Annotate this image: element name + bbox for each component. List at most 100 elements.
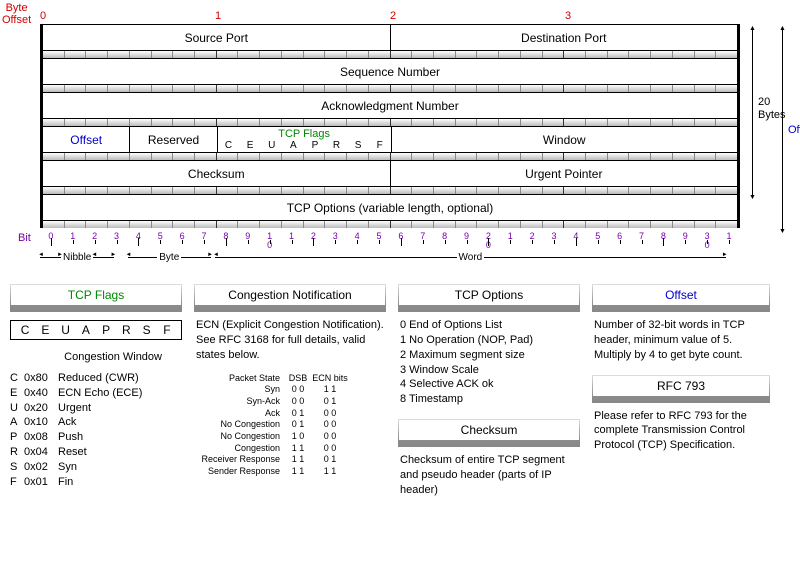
byte-top-scale: 0 1 2 3 <box>40 10 740 24</box>
legend-offset-text: Number of 32-bit words in TCP header, mi… <box>592 316 770 365</box>
flag-row-F: F0x01Fin <box>10 475 182 490</box>
legend-flag-U: U <box>56 323 76 337</box>
side-offset: Offset <box>788 124 800 137</box>
flag-U: U <box>261 140 283 151</box>
ecn-row: No Congestion1 00 0 <box>194 431 386 443</box>
flag-row-R: R0x04Reset <box>10 445 182 460</box>
legend-checksum-text: Checksum of entire TCP segment and pseud… <box>398 451 580 500</box>
legend-options-list: 0 End of Options List1 No Operation (NOP… <box>398 316 580 409</box>
legend-flags-title: TCP Flags <box>68 288 124 302</box>
bit-20: 20 <box>478 230 500 254</box>
flag-row-A: A0x10Ack <box>10 415 182 430</box>
legend-checksum-title: Checksum <box>398 419 580 447</box>
field-tcp-options-variable-length-optional-: TCP Options (variable length, optional) <box>43 195 737 220</box>
byte-top-2: 2 <box>390 10 396 22</box>
flag-row-S: S0x02Syn <box>10 460 182 475</box>
option-item: 0 End of Options List <box>400 318 578 333</box>
bit-24: 4 <box>565 230 587 254</box>
field-sequence-number: Sequence Number <box>43 59 737 84</box>
flag-E: E <box>239 140 261 151</box>
bit-31: 1 <box>718 230 740 254</box>
legend-congestion: Congestion Notification ECN (Explicit Co… <box>194 284 386 500</box>
ecn-row: Ack0 10 0 <box>194 408 386 420</box>
bit-14: 4 <box>346 230 368 254</box>
option-item: 8 Timestamp <box>400 392 578 407</box>
flag-row-P: P0x08Push <box>10 430 182 445</box>
legend-flag-F: F <box>157 323 177 337</box>
legend-flag-R: R <box>116 323 136 337</box>
bit-21: 1 <box>499 230 521 254</box>
tcp-flags-label: TCP Flags <box>218 128 391 140</box>
flag-R: R <box>326 140 348 151</box>
option-item: 3 Window Scale <box>400 363 578 378</box>
bit-1: 1 <box>62 230 84 254</box>
bit-17: 7 <box>412 230 434 254</box>
bit-2: 2 <box>84 230 106 254</box>
header-grid: 0Source PortDestination Port4Sequence Nu… <box>40 24 740 228</box>
bit-4: 4 <box>128 230 150 254</box>
bit-3: 3 <box>106 230 128 254</box>
bit-9: 9 <box>237 230 259 254</box>
field-reserved: Reserved <box>130 127 217 152</box>
flag-A: A <box>283 140 305 151</box>
bit-18: 8 <box>434 230 456 254</box>
bit-12: 2 <box>303 230 325 254</box>
field-urgent-pointer: Urgent Pointer <box>391 161 738 186</box>
option-item: 4 Selective ACK ok <box>400 377 578 392</box>
legend-flag-S: S <box>137 323 157 337</box>
ecn-row: Congestion1 10 0 <box>194 443 386 455</box>
field-checksum: Checksum <box>43 161 391 186</box>
bit-11: 1 <box>281 230 303 254</box>
bit-8: 8 <box>215 230 237 254</box>
byte-top-0: 0 <box>40 10 46 22</box>
bit-scale: Bit 01234567891012345678920123456789301 <box>40 230 740 254</box>
ecn-row: Sender Response1 11 1 <box>194 466 386 478</box>
legend-flags: TCP Flags CEUAPRSF Congestion Window C0x… <box>10 284 182 500</box>
ecn-row: Receiver Response1 10 1 <box>194 454 386 466</box>
bit-28: 8 <box>653 230 675 254</box>
byte-top-1: 1 <box>215 10 221 22</box>
bit-22: 2 <box>521 230 543 254</box>
flag-row-C: C0x80Reduced (CWR) <box>10 371 182 386</box>
field-tcp-flags: TCP FlagsCEUAPRSF <box>218 127 392 152</box>
bit-7: 7 <box>193 230 215 254</box>
bit-27: 7 <box>631 230 653 254</box>
field-destination-port: Destination Port <box>391 25 738 50</box>
flag-C: C <box>218 140 240 151</box>
field-acknowledgment-number: Acknowledgment Number <box>43 93 737 118</box>
bracket-byte: Byte <box>157 252 181 263</box>
flag-S: S <box>347 140 369 151</box>
ecn-row: Syn-Ack0 00 1 <box>194 396 386 408</box>
bit-brackets: Nibble Byte Word <box>40 252 740 268</box>
side-bracket: 20Bytes Offset <box>744 28 792 198</box>
option-item: 1 No Operation (NOP, Pad) <box>400 333 578 348</box>
field-source-port: Source Port <box>43 25 391 50</box>
bit-13: 3 <box>324 230 346 254</box>
legend-congestion-text: ECN (Explicit Congestion Notification). … <box>194 316 386 365</box>
option-item: 2 Maximum segment size <box>400 348 578 363</box>
bracket-word: Word <box>457 252 485 263</box>
bit-5: 5 <box>149 230 171 254</box>
bit-15: 5 <box>368 230 390 254</box>
bit-23: 3 <box>543 230 565 254</box>
field-offset: Offset <box>43 127 130 152</box>
byte-offset-heading: ByteOffset <box>2 2 31 26</box>
flag-row-U: U0x20Urgent <box>10 401 182 416</box>
legend-rfc-title: RFC 793 <box>592 375 770 403</box>
flag-P: P <box>304 140 326 151</box>
legend-flags-list: C0x80Reduced (CWR)E0x40ECN Echo (ECE)U0x… <box>10 371 182 490</box>
flag-F: F <box>369 140 391 151</box>
ecn-row: Syn0 01 1 <box>194 384 386 396</box>
legend-options-checksum: TCP Options 0 End of Options List1 No Op… <box>398 284 580 500</box>
bit-10: 10 <box>259 230 281 254</box>
bit-19: 9 <box>456 230 478 254</box>
bracket-nibble: Nibble <box>61 252 93 263</box>
legend-flags-subtitle: Congestion Window <box>10 348 182 367</box>
bit-26: 6 <box>609 230 631 254</box>
legend-flag-C: C <box>15 323 35 337</box>
ecn-table: Packet StateDSBECN bitsSyn0 01 1Syn-Ack0… <box>194 373 386 478</box>
bit-25: 5 <box>587 230 609 254</box>
bit-0: 0 <box>40 230 62 254</box>
bit-6: 6 <box>171 230 193 254</box>
legend-flag-E: E <box>35 323 55 337</box>
